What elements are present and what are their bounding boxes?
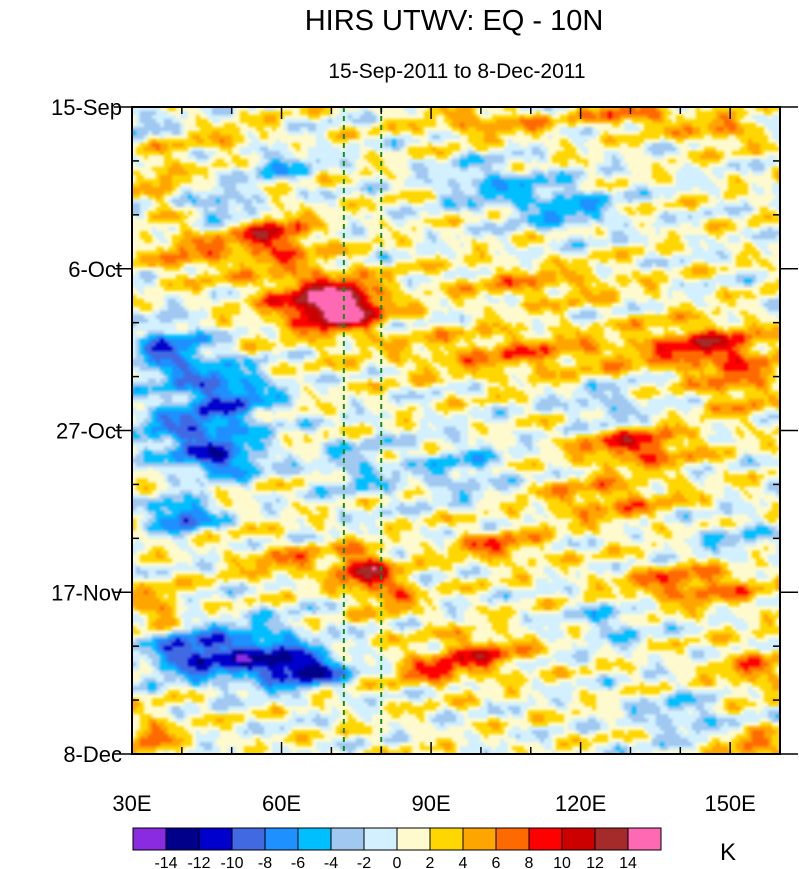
plot-area [132,107,780,754]
chart-title: HIRS UTWV: EQ - 10N [305,5,604,37]
colorbar-label: 2 [426,855,435,869]
colorbar-swatch [231,827,266,851]
x-tick-label: 120E [555,791,606,816]
y-tick-label: 8-Dec [63,742,122,767]
colorbar-label: -12 [187,855,210,869]
colorbar-swatch [363,827,398,851]
colorbar-label: -6 [291,855,305,869]
colorbar-label: 4 [459,855,468,869]
colorbar-swatch [198,827,233,851]
colorbar-swatch [561,827,596,851]
y-tick-label: 17-Nov [51,580,122,605]
colorbar-swatch [264,827,299,851]
y-tick-label: 27-Oct [56,419,122,444]
colorbar-swatch [429,827,464,851]
colorbar-label: 8 [525,855,534,869]
x-tick-label: 90E [411,791,450,816]
colorbar-swatch [594,827,629,851]
colorbar-swatch [627,827,662,851]
colorbar-label: 12 [586,855,604,869]
x-tick-label: 30E [112,791,151,816]
x-axis: 30E 60E 90E 120E 150E [112,107,781,816]
colorbar: -14 -12 -10 -8 -6 -4 -2 0 2 4 6 8 10 12 14 [132,827,662,869]
colorbar-swatch [297,827,332,851]
colorbar-label: -14 [154,855,177,869]
colorbar-label: -8 [258,855,272,869]
anomaly-heatmap [132,107,780,754]
colorbar-unit: K [720,839,736,866]
colorbar-label: 14 [619,855,637,869]
x-tick-label: 150E [704,791,755,816]
colorbar-swatch [495,827,530,851]
colorbar-label: -4 [324,855,338,869]
colorbar-label: 6 [492,855,501,869]
colorbar-swatch [330,827,365,851]
y-tick-label: 15-Sep [51,95,122,120]
x-tick-label: 60E [262,791,301,816]
colorbar-swatch [528,827,563,851]
colorbar-swatch [132,827,167,851]
colorbar-label: -2 [357,855,371,869]
colorbar-label: -10 [220,855,243,869]
y-axis: 15-Sep 6-Oct 27-Oct 17-Nov 8-Dec [51,95,798,767]
colorbar-label: 10 [553,855,571,869]
colorbar-swatch [462,827,497,851]
colorbar-label: 0 [393,855,402,869]
colorbar-swatch [396,827,431,851]
chart-subtitle: 15-Sep-2011 to 8-Dec-2011 [328,60,585,83]
colorbar-swatch [165,827,200,851]
y-tick-label: 6-Oct [68,257,122,282]
